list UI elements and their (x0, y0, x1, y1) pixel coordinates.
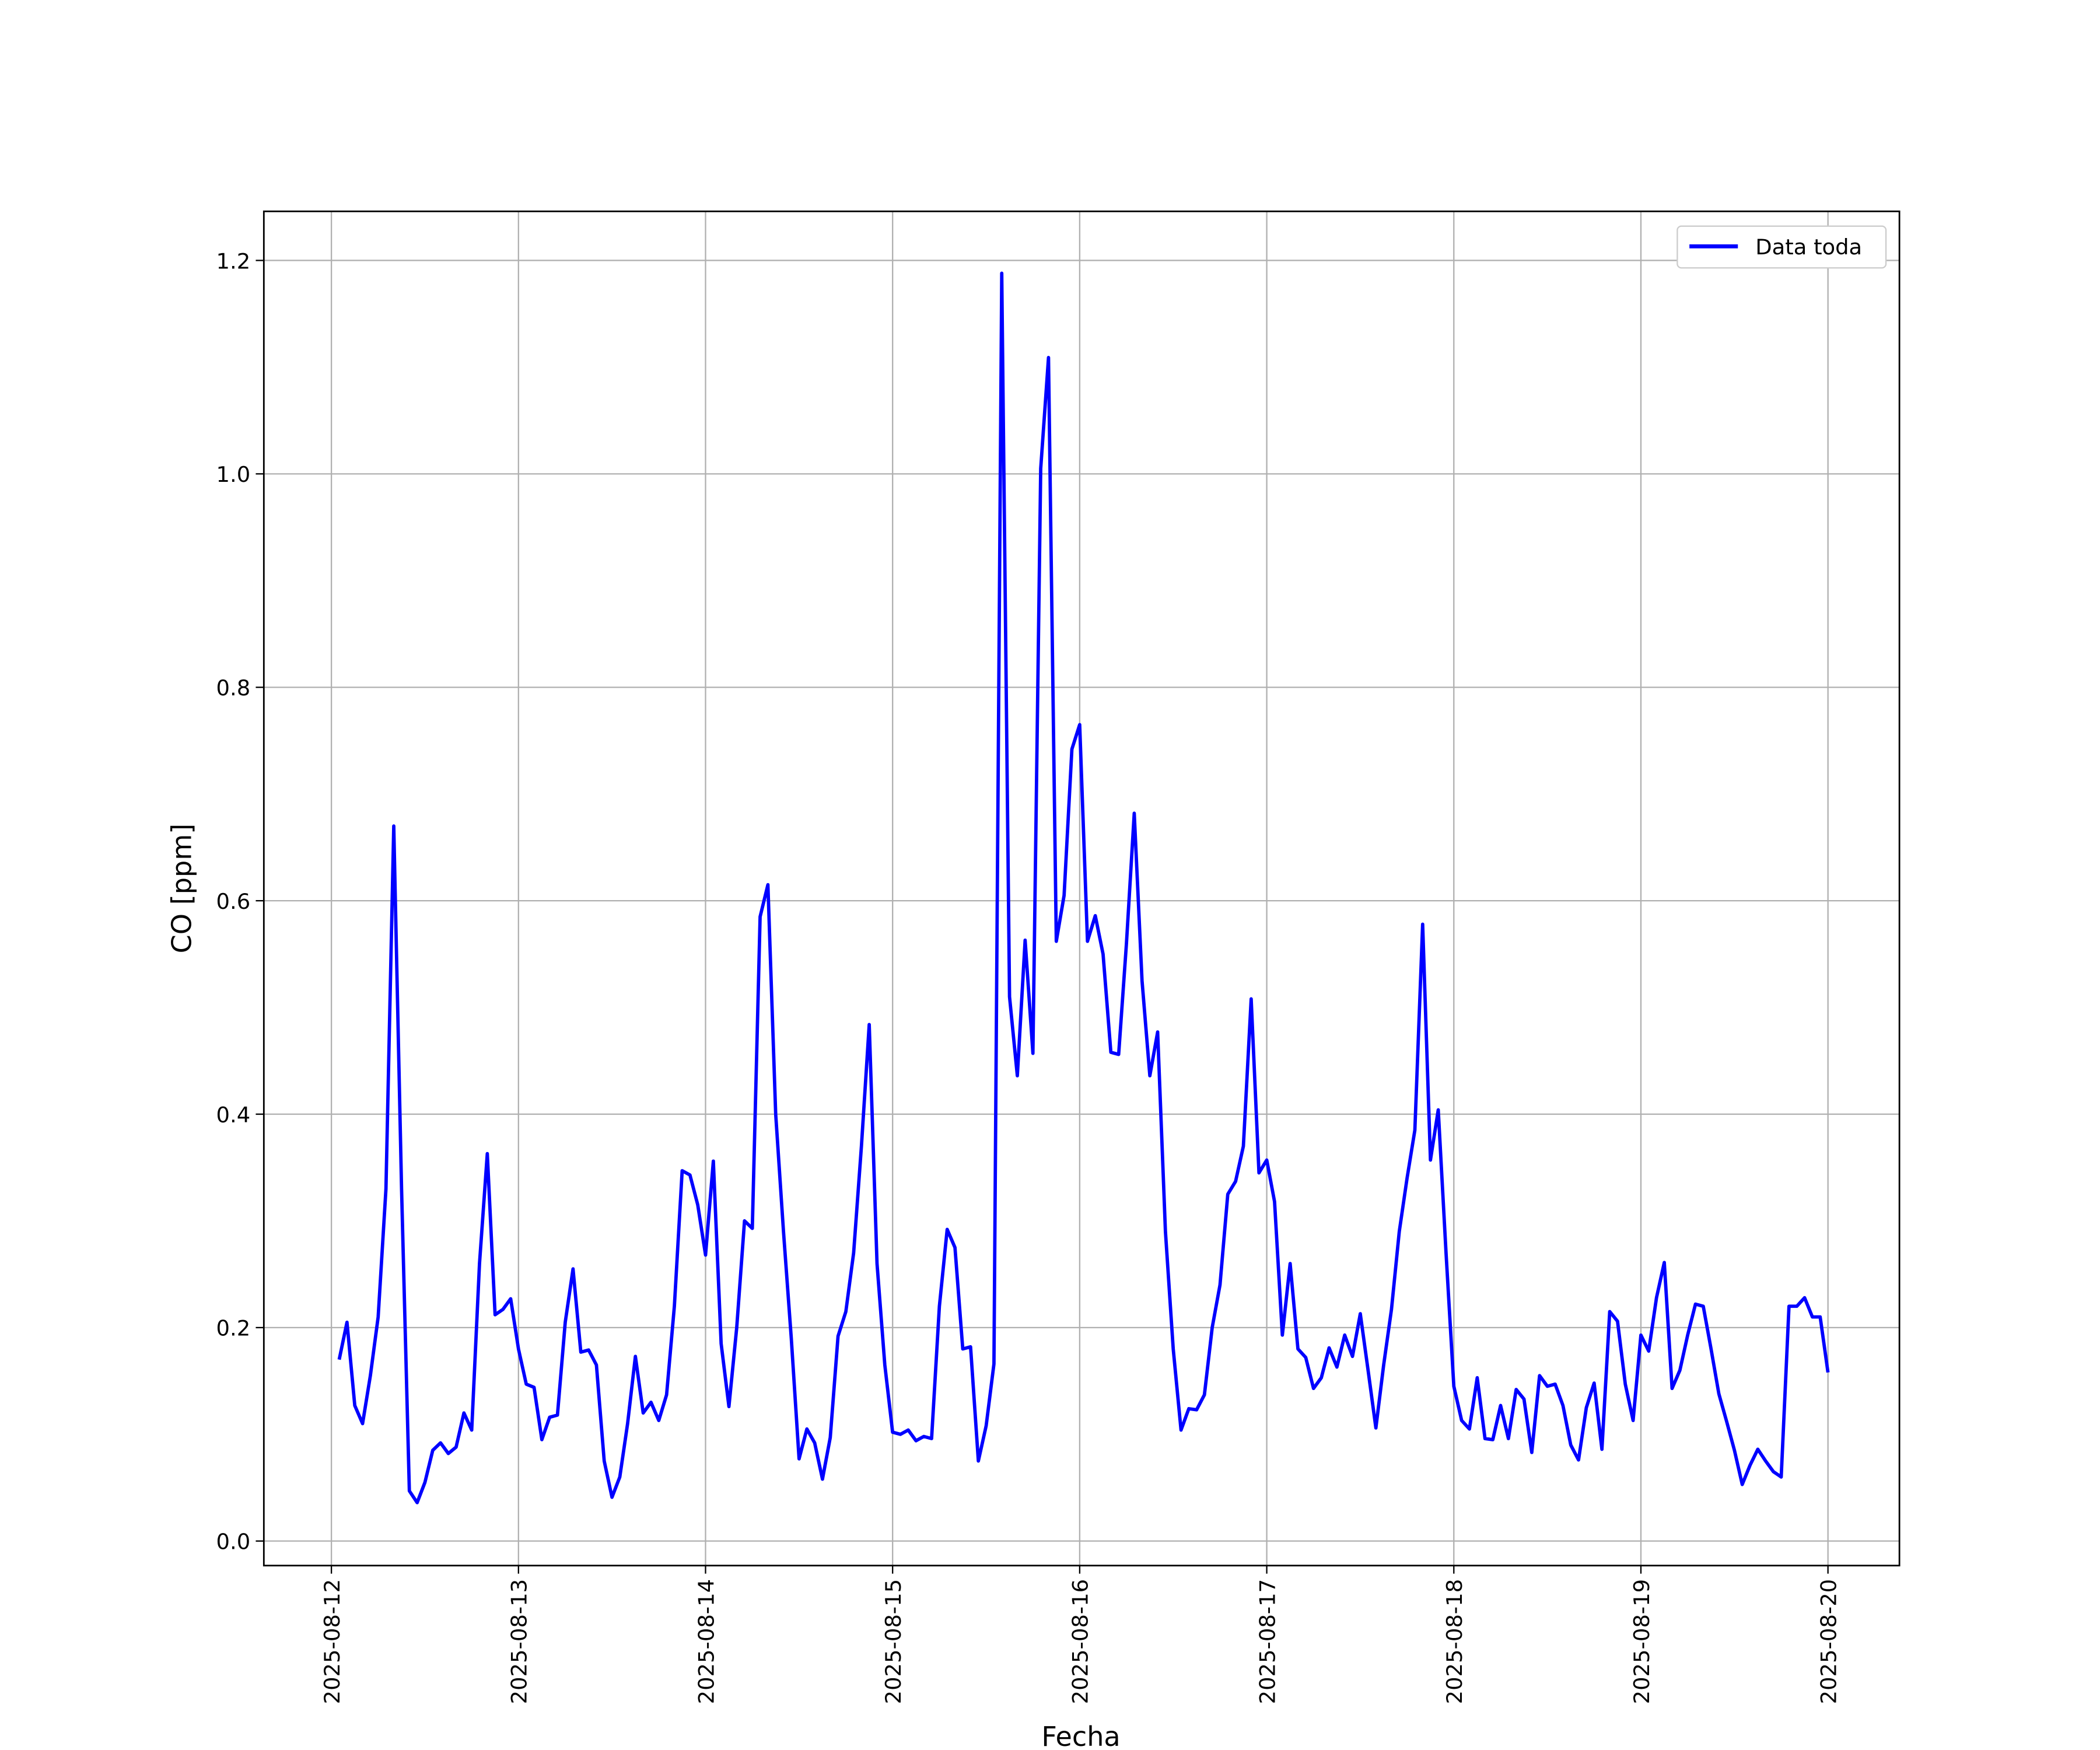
legend-box (1676, 225, 1887, 269)
x-tick-label: 2025-08-12 (320, 1579, 345, 1704)
y-tick-label: 1.2 (216, 249, 251, 274)
x-tick-label: 2025-08-17 (1255, 1579, 1280, 1704)
y-tick-label: 0.8 (216, 676, 251, 701)
legend-label: Data toda (1755, 235, 1862, 260)
x-tick-label: 2025-08-15 (881, 1579, 906, 1704)
y-tick-label: 1.0 (216, 462, 251, 487)
x-tick-label: 2025-08-16 (1068, 1579, 1093, 1704)
x-tick-label: 2025-08-13 (507, 1579, 532, 1704)
legend: Data toda (1676, 225, 1887, 269)
x-tick-label: 2025-08-14 (694, 1579, 719, 1704)
y-tick-label: 0.4 (216, 1102, 251, 1128)
y-tick-label: 0.2 (216, 1316, 251, 1341)
x-axis-label: Fecha (1041, 1721, 1120, 1750)
y-tick-label: 0.0 (216, 1530, 251, 1555)
y-tick-label: 0.6 (216, 889, 251, 914)
x-tick-label: 2025-08-20 (1817, 1579, 1842, 1704)
x-tick-label: 2025-08-19 (1629, 1579, 1654, 1704)
data-line (337, 271, 1830, 1504)
plot-frame (262, 210, 1901, 1567)
x-tick-label: 2025-08-18 (1442, 1579, 1467, 1704)
y-axis-label: CO [ppm] (166, 824, 198, 954)
